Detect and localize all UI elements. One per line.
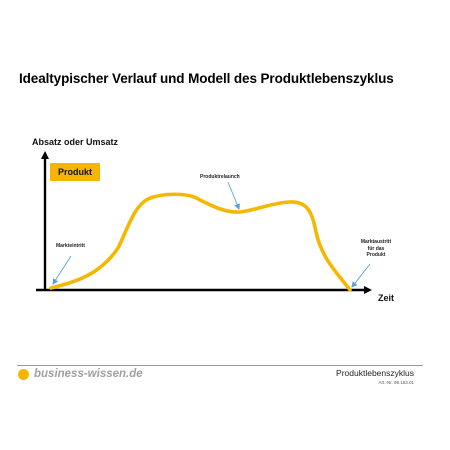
market-entry-annotation: Markteintritt (56, 243, 85, 249)
relaunch-arrow (227, 181, 240, 210)
footer-divider (17, 365, 423, 366)
y-axis-label: Absatz oder Umsatz (32, 137, 119, 147)
orange-dot-icon (18, 369, 29, 380)
market-exit-line: für das (367, 245, 385, 252)
footer-doc-title: Produktlebenszyklus (336, 368, 414, 378)
lifecycle-curve (49, 192, 352, 292)
market-exit-annotation: Marktaustritt für das Produkt (356, 239, 396, 259)
market-exit-line: Produkt (366, 252, 386, 258)
page-title: Idealtypischer Verlauf und Modell des Pr… (19, 71, 394, 86)
footer-article-number: Art.-Nr. 99.163.01 (378, 380, 414, 385)
product-badge: Produkt (50, 163, 100, 181)
market-entry-arrow (52, 255, 72, 285)
x-axis-label: Zeit (378, 293, 395, 303)
relaunch-annotation: Produktrelaunch (200, 174, 240, 180)
brand-name: business-wissen.de (34, 368, 143, 380)
market-exit-line: Marktaustritt (360, 239, 392, 245)
market-exit-arrow (351, 263, 371, 288)
